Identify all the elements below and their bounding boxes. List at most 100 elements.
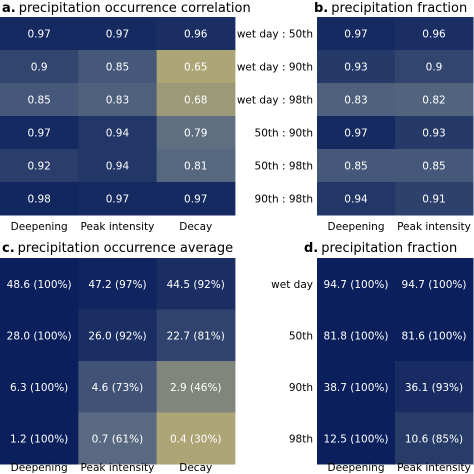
panel-b-letter: b.	[314, 1, 328, 16]
panel-a-cell	[156, 83, 236, 117]
panel-b-cell-label: 0.96	[422, 29, 446, 41]
panel-d-cell	[317, 361, 396, 413]
panel-c-cell	[0, 361, 79, 413]
panel-b-cell	[317, 182, 396, 216]
panel-b-cell-label: 0.85	[344, 161, 367, 173]
panel-c-cell-label: 48.6 (100%)	[7, 279, 72, 291]
panel-b-cell-label: 0.9	[426, 62, 443, 74]
panel-c-cell	[156, 258, 236, 310]
panel-a-cell-label: 0.97	[106, 194, 129, 206]
panel-b-cell	[317, 17, 396, 51]
panel-a-letter: a.	[2, 1, 16, 16]
panel-a-cell-label: 0.94	[106, 128, 130, 140]
panel-b-cell-label: 0.93	[344, 62, 367, 74]
panel-d: d. precipitation fraction 94.7 (100%) 94.7 …	[271, 241, 474, 474]
panel-b-cell-label: 0.82	[422, 95, 445, 107]
panel-b-cell-label: 0.97	[344, 128, 367, 140]
panel-d-cell	[317, 258, 396, 310]
panel-a-cell	[0, 182, 79, 216]
panel-a-cell-label: 0.92	[27, 161, 50, 173]
panel-a-cell-label: 0.97	[27, 29, 50, 41]
panel-a-cell	[0, 50, 79, 84]
panel-d-cell	[395, 361, 474, 413]
panel-d-cell-label: 94.7 (100%)	[402, 279, 467, 291]
panel-d-cell	[395, 258, 474, 310]
panel-a-cell	[78, 83, 158, 117]
panel-c-cell-label: 26.0 (92%)	[88, 330, 146, 342]
panel-d-row-label: 50th	[289, 330, 313, 342]
panel-a-cell	[78, 50, 158, 84]
panel-a-cell-label: 0.79	[184, 128, 207, 140]
panel-c-cell-label: 0.7 (61%)	[92, 433, 144, 445]
panel-b-cell	[395, 83, 474, 117]
panel-c-cell	[0, 412, 79, 465]
panel-c-cell	[78, 412, 158, 465]
panel-b: b. precipitation fraction 0.97 0.96 0.93 0.9 0…	[314, 1, 474, 233]
panel-d-title: d. precipitation fraction	[304, 241, 457, 256]
panel-b-cell-label: 0.83	[344, 95, 367, 107]
panel-a-cell-label: 0.97	[184, 194, 207, 206]
panel-c-cell	[78, 309, 158, 362]
panel-b-cell	[317, 116, 396, 150]
panel-a-row-label: wet day : 50th	[237, 29, 313, 41]
panel-b-title: b. precipitation fraction	[314, 1, 467, 16]
panel-d-title-text: precipitation fraction	[321, 241, 457, 256]
panel-b-cell	[317, 83, 396, 117]
panel-a-cell	[156, 116, 236, 150]
panel-d-cell-label: 36.1 (93%)	[405, 382, 463, 394]
panel-a-cell-label: 0.98	[27, 194, 50, 206]
panel-d-cell	[317, 412, 396, 465]
panel-b-cell	[395, 182, 474, 216]
panel-c-cell-label: 6.3 (100%)	[10, 382, 68, 394]
panel-d-row-label: 98th	[289, 433, 313, 445]
panel-a-row-label: wet day : 98th	[237, 95, 313, 107]
panel-d-row-label: wet day	[271, 279, 313, 291]
panel-c-cell	[156, 361, 236, 413]
panel-a-cell-label: 0.85	[27, 95, 50, 107]
panel-c-cell-label: 4.6 (73%)	[92, 382, 144, 394]
panel-a-row-label: 90th : 98th	[255, 194, 313, 206]
panel-a-cell-label: 0.94	[106, 161, 130, 173]
panel-c-col-label: Deepening	[11, 462, 68, 474]
panel-c-col-label: Peak intensity	[81, 462, 155, 474]
panel-a-cell	[78, 116, 158, 150]
panel-c-cell-label: 28.0 (100%)	[7, 330, 72, 342]
panel-d-letter: d.	[304, 241, 318, 256]
panel-c-cell-label: 47.2 (97%)	[88, 279, 146, 291]
panel-a-row-label: 50th : 90th	[255, 128, 313, 140]
panel-d-row-label: 90th	[289, 382, 313, 394]
panel-d-cell-label: 81.8 (100%)	[324, 330, 389, 342]
panel-d-cell-label: 94.7 (100%)	[324, 279, 389, 291]
panel-b-cell	[395, 50, 474, 84]
panel-a-title: a. precipitation occurrence correlation	[2, 1, 251, 16]
panel-b-cell	[317, 50, 396, 84]
panel-a-cell-label: 0.68	[184, 95, 207, 107]
panel-a-col-label: Decay	[179, 221, 212, 233]
panel-d-cell-label: 10.6 (85%)	[405, 433, 463, 445]
panel-a-cell-label: 0.83	[106, 95, 129, 107]
panel-c-cell	[78, 258, 158, 310]
panel-b-cell	[395, 17, 474, 51]
panel-a-cell-label: 0.85	[106, 62, 129, 74]
panel-a-cell-label: 0.97	[106, 29, 129, 41]
panel-b-cell-label: 0.97	[344, 29, 367, 41]
panel-a: a. precipitation occurrence correlation 0.…	[0, 1, 313, 233]
panel-b-col-label: Peak intensity	[397, 221, 471, 233]
panel-c-cell	[156, 309, 236, 362]
panel-a-row-label: wet day : 90th	[237, 62, 313, 74]
panel-b-cell	[395, 149, 474, 183]
panel-b-cell	[395, 116, 474, 150]
panel-c-cell-label: 22.7 (81%)	[167, 330, 225, 342]
panel-d-col-label: Deepening	[327, 462, 384, 474]
panel-b-cell-label: 0.93	[422, 128, 445, 140]
panel-a-cell	[0, 116, 79, 150]
panel-c-cell-label: 44.5 (92%)	[167, 279, 225, 291]
panel-a-cell	[156, 50, 236, 84]
panel-c: c. precipitation occurrence average 48.6 (…	[0, 241, 236, 474]
panel-d-cell	[317, 309, 396, 362]
panel-c-cell	[0, 309, 79, 362]
panel-c-cell	[78, 361, 158, 413]
panel-b-cell-label: 0.94	[344, 194, 368, 206]
panel-a-cell	[0, 83, 79, 117]
